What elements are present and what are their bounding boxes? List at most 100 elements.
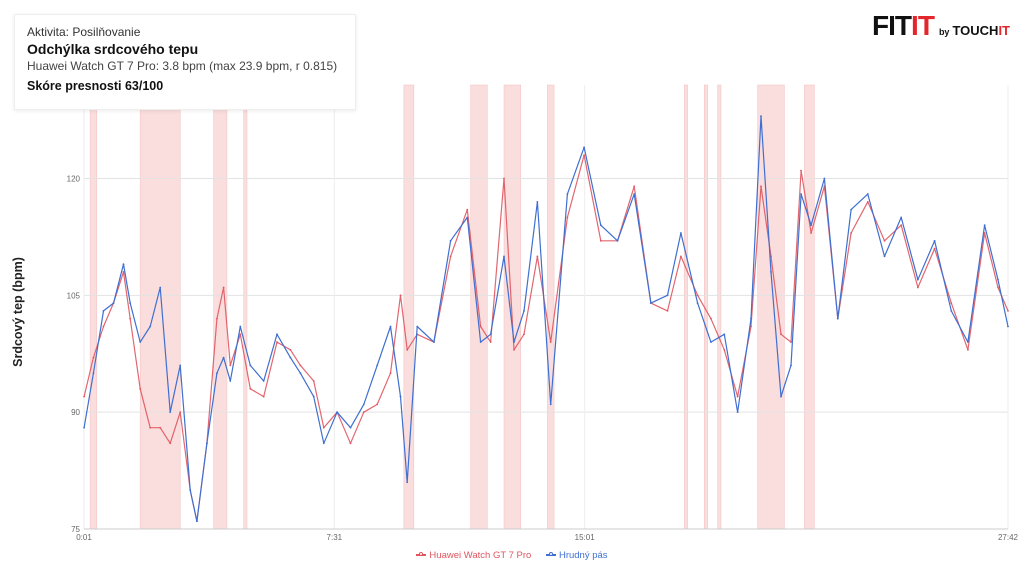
data-point xyxy=(823,177,826,180)
deviation-window xyxy=(683,84,688,530)
data-point xyxy=(276,333,278,336)
data-point xyxy=(513,341,515,343)
data-point xyxy=(149,325,152,328)
data-point xyxy=(479,325,482,328)
data-point xyxy=(503,255,505,258)
data-point xyxy=(189,489,192,491)
data-point xyxy=(616,239,619,242)
data-point xyxy=(599,239,602,242)
data-point xyxy=(723,333,726,336)
data-point xyxy=(850,232,853,234)
data-point xyxy=(950,302,953,305)
data-point xyxy=(723,348,726,351)
data-point xyxy=(997,286,999,289)
accuracy-score: Skóre presnosti 63/100 xyxy=(27,79,164,93)
data-point xyxy=(169,442,172,445)
fitit-logo: FIT IT by TOUCH IT xyxy=(872,10,1010,41)
data-point xyxy=(83,395,86,398)
data-point xyxy=(950,309,953,312)
data-point xyxy=(933,239,936,242)
data-point xyxy=(139,341,142,343)
data-point xyxy=(102,309,105,312)
data-point xyxy=(836,317,839,320)
legend-item-watch[interactable]: Huawei Watch GT 7 Pro xyxy=(416,550,531,561)
x-tick-label: 27:42 xyxy=(998,533,1019,542)
data-point xyxy=(466,216,469,219)
data-point xyxy=(649,302,652,305)
data-point xyxy=(149,426,152,429)
data-point xyxy=(216,317,218,320)
data-point xyxy=(216,372,218,375)
logo-touch-it: IT xyxy=(998,23,1010,38)
data-point xyxy=(139,387,142,390)
data-point xyxy=(679,255,682,258)
data-point xyxy=(666,294,669,297)
data-point xyxy=(566,216,569,219)
data-point xyxy=(883,239,886,242)
x-tick-label: 15:01 xyxy=(575,533,596,542)
data-point xyxy=(349,442,352,445)
data-point xyxy=(239,325,242,328)
data-point xyxy=(229,364,232,367)
y-tick-label: 120 xyxy=(67,174,81,183)
legend-swatch-watch xyxy=(416,552,427,556)
data-point xyxy=(206,442,208,445)
data-point xyxy=(780,395,782,398)
data-point xyxy=(249,387,252,390)
data-point xyxy=(349,426,352,429)
data-point xyxy=(229,380,232,382)
data-point xyxy=(399,395,402,398)
deviation-window xyxy=(757,84,785,530)
data-point xyxy=(800,169,802,172)
data-point xyxy=(102,325,105,328)
data-point xyxy=(599,224,602,227)
data-point xyxy=(900,224,903,227)
data-point xyxy=(536,255,539,258)
data-point xyxy=(289,348,292,351)
deviation-window xyxy=(139,84,181,530)
deviation-windows xyxy=(89,84,815,530)
legend-label-strap: Hrudný pás xyxy=(558,549,608,561)
y-axis-label: Srdcový tep (bpm) xyxy=(11,257,25,367)
data-point xyxy=(710,317,712,320)
data-point xyxy=(760,115,762,118)
data-point xyxy=(399,294,402,297)
x-tick-label: 0:01 xyxy=(76,533,92,542)
data-point xyxy=(299,372,302,375)
data-point xyxy=(312,395,315,398)
data-point xyxy=(362,411,365,414)
deviation-window xyxy=(243,84,248,530)
data-point xyxy=(696,302,699,305)
data-point xyxy=(83,426,86,429)
data-point xyxy=(222,356,225,359)
data-point xyxy=(790,341,792,343)
info-title: Odchýlka srdcového tepu xyxy=(27,41,199,57)
data-point xyxy=(376,364,379,367)
data-point xyxy=(583,154,586,157)
data-point xyxy=(122,263,125,266)
deviation-window xyxy=(717,84,722,530)
data-point xyxy=(179,411,182,414)
data-point xyxy=(736,395,739,398)
data-point xyxy=(179,364,182,367)
series-lines xyxy=(83,115,1009,523)
data-point xyxy=(916,286,919,289)
data-point xyxy=(503,177,505,180)
data-point xyxy=(322,426,325,429)
y-tick-label: 90 xyxy=(71,408,80,417)
data-point xyxy=(790,364,792,367)
data-point xyxy=(710,341,712,343)
data-point xyxy=(129,317,132,320)
data-point xyxy=(967,348,969,351)
legend-item-strap[interactable]: Hrudný pás xyxy=(545,549,608,561)
data-point xyxy=(549,403,552,406)
data-point xyxy=(850,208,853,211)
data-point xyxy=(866,200,869,203)
data-point xyxy=(122,271,125,273)
data-point xyxy=(983,232,986,234)
data-point xyxy=(900,216,903,219)
legend: Huawei Watch GT 7 Pro Hrudný pás xyxy=(0,548,1024,561)
legend-label-watch: Huawei Watch GT 7 Pro xyxy=(429,549,532,561)
data-point xyxy=(583,146,586,149)
data-point xyxy=(633,193,636,195)
